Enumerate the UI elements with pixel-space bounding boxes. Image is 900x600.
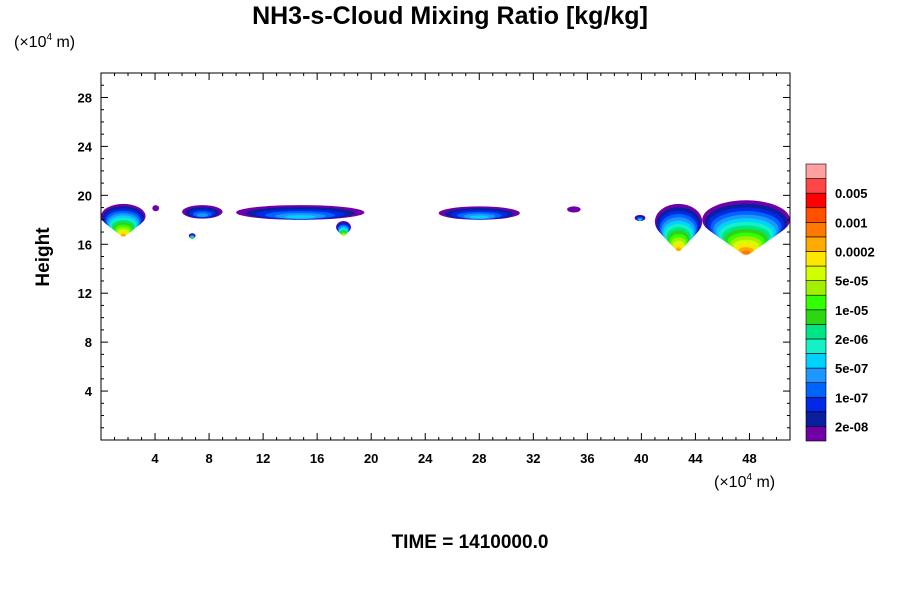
x-tick-label: 8: [205, 451, 212, 466]
cloud-contour: [152, 205, 160, 212]
y-tick-label: 16: [78, 237, 92, 252]
cloud-contour: [284, 215, 316, 219]
legend-swatch: [805, 309, 827, 325]
cloud-contour: [638, 218, 642, 221]
cloud-region: [702, 200, 790, 255]
cloud-region: [438, 206, 520, 220]
x-unit-base: (×10: [714, 474, 747, 491]
legend-swatch: [805, 353, 827, 369]
cloud-contour: [342, 234, 345, 237]
x-tick-label: 16: [310, 451, 324, 466]
y-axis-label: Height: [33, 227, 54, 287]
cloud-contour: [469, 215, 490, 219]
cloud-region: [654, 203, 703, 252]
y-tick-label: 24: [78, 139, 93, 154]
x-tick-label: 28: [472, 451, 486, 466]
legend-swatch: [805, 265, 827, 281]
legend-label: 1e-07: [835, 390, 868, 405]
x-unit-suffix: m): [752, 474, 776, 491]
y-unit-exponent: 4: [46, 32, 53, 43]
x-tick-label: 24: [418, 451, 433, 466]
cloud-region: [188, 233, 196, 240]
plot-frame: [100, 72, 791, 441]
y-tick-label: 12: [78, 286, 92, 301]
color-legend: 2e-08 1e-07 5e-07 2e-06 1e-05 5e-05 0.0002 0.00…: [805, 163, 875, 442]
cloud-contour: [567, 206, 581, 213]
legend-swatch: [805, 411, 827, 427]
time-label: TIME = 1410000.0: [391, 532, 549, 553]
x-tick-label: 36: [580, 451, 594, 466]
legend-swatch: [805, 207, 827, 223]
x-tick-label: 32: [526, 451, 540, 466]
cloud-region: [101, 203, 146, 237]
legend-swatch: [805, 222, 827, 238]
y-unit-base: (×10: [14, 34, 47, 51]
legend-label: 0.005: [835, 186, 868, 201]
legend-label: 2e-06: [835, 332, 868, 347]
cloud-contour: [120, 233, 126, 237]
legend-label: 5e-05: [835, 274, 868, 289]
legend-swatch: [805, 163, 827, 179]
legend-swatch: [805, 382, 827, 398]
y-tick-label: 20: [78, 188, 92, 203]
legend-swatch: [805, 367, 827, 383]
x-unit-exponent: 4: [746, 472, 753, 483]
cloud-layer: [101, 200, 790, 255]
cloud-region: [236, 205, 365, 220]
y-tick-label: 8: [85, 335, 92, 350]
legend-swatch: [805, 251, 827, 267]
cloud-region: [336, 221, 351, 237]
cloud-contour: [675, 247, 682, 252]
x-tick-label: 4: [151, 451, 159, 466]
legend-swatch: [805, 338, 827, 354]
legend-swatch: [805, 426, 827, 442]
legend-label: 2e-08: [835, 419, 868, 434]
legend-label: 0.0002: [835, 244, 875, 259]
x-tick-label: 12: [256, 451, 270, 466]
cloud-region: [152, 205, 160, 212]
legend-swatch: [805, 280, 827, 296]
cloud-contour: [190, 236, 194, 240]
legend-label: 5e-07: [835, 361, 868, 376]
legend-label: 0.001: [835, 215, 868, 230]
x-tick-label: 40: [634, 451, 648, 466]
x-tick-label: 20: [364, 451, 378, 466]
y-unit-suffix: m): [52, 34, 76, 51]
chart-title: NH3-s-Cloud Mixing Ratio [kg/kg]: [252, 2, 648, 30]
y-tick-label: 28: [78, 90, 92, 105]
y-axis-unit: (×104 m): [14, 32, 75, 52]
legend-swatch: [805, 324, 827, 340]
legend-swatch: [805, 396, 827, 413]
legend-swatch: [805, 294, 827, 311]
cloud-region: [634, 214, 646, 222]
legend-swatch: [805, 192, 827, 209]
cloud-contour: [741, 250, 751, 255]
legend-swatch: [805, 236, 827, 252]
cloud-region: [567, 206, 581, 213]
x-tick-label: 44: [688, 451, 703, 466]
x-tick-label: 48: [742, 451, 756, 466]
cloud-region: [182, 205, 223, 219]
y-tick-label: 4: [85, 384, 93, 399]
x-axis-unit: (×104 m): [714, 472, 775, 492]
legend-label: 1e-05: [835, 303, 868, 318]
legend-swatch: [805, 178, 827, 194]
cloud-contour: [196, 213, 209, 218]
